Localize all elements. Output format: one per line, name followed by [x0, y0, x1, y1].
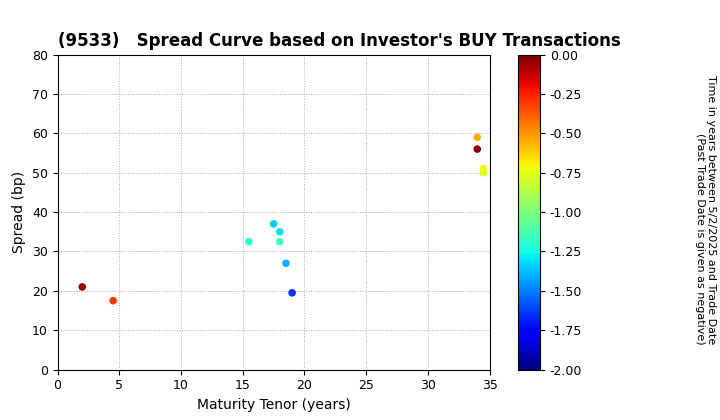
- Point: [76, 284, 88, 290]
- Text: Time in years between 5/2/2025 and Trade Date
(Past Trade Date is given as negat: Time in years between 5/2/2025 and Trade…: [695, 75, 716, 345]
- Point: [472, 134, 483, 141]
- Point: [472, 146, 483, 152]
- Point: [274, 238, 286, 245]
- X-axis label: Maturity Tenor (years): Maturity Tenor (years): [197, 398, 351, 412]
- Point: [107, 297, 119, 304]
- Point: [287, 289, 298, 296]
- Y-axis label: Spread (bp): Spread (bp): [12, 171, 27, 253]
- Point: [243, 238, 255, 245]
- Text: (9533)   Spread Curve based on Investor's BUY Transactions: (9533) Spread Curve based on Investor's …: [58, 32, 621, 50]
- Point: [477, 165, 489, 172]
- Point: [268, 220, 279, 227]
- Point: [274, 228, 286, 235]
- Point: [477, 169, 489, 176]
- Point: [280, 260, 292, 267]
